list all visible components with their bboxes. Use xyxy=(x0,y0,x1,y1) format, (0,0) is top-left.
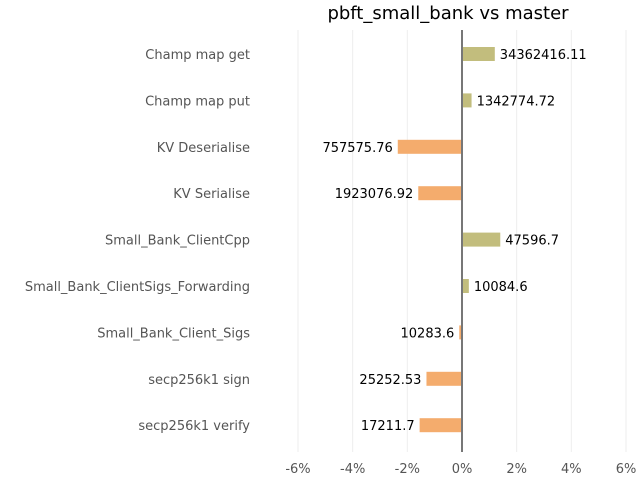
x-tick-label: -2% xyxy=(395,462,420,477)
bar xyxy=(462,279,469,293)
data-labels: 34362416.11 1342774.72 757575.76 1923076.92… xyxy=(322,48,586,434)
x-tick-label: 2% xyxy=(506,462,527,477)
category-label: Champ map get xyxy=(145,48,250,63)
data-label: 17211.7 xyxy=(361,419,415,434)
category-label: secp256k1 sign xyxy=(148,373,250,388)
x-tick-label: 0% xyxy=(452,462,473,477)
data-label: 1923076.92 xyxy=(335,187,414,202)
grid-lines xyxy=(297,30,627,452)
data-label: 25252.53 xyxy=(359,373,421,388)
category-labels: Champ map get Champ map put KV Deserialise… xyxy=(25,48,250,434)
category-label: secp256k1 verify xyxy=(138,419,250,434)
bar xyxy=(426,371,462,386)
bars xyxy=(397,47,501,433)
data-label: 10084.6 xyxy=(474,280,528,295)
data-label: 34362416.11 xyxy=(500,48,587,63)
bar xyxy=(459,325,462,340)
category-label: Small_Bank_ClientSigs_Forwarding xyxy=(25,280,250,295)
data-label: 757575.76 xyxy=(322,141,392,156)
category-label: Small_Bank_ClientCpp xyxy=(105,234,250,249)
x-tick-label: -4% xyxy=(340,462,365,477)
bar xyxy=(419,418,462,433)
category-label: KV Deserialise xyxy=(157,141,250,156)
data-label: 10283.6 xyxy=(401,326,455,341)
chart-title: pbft_small_bank vs master xyxy=(327,3,569,24)
category-label: KV Serialise xyxy=(173,187,250,202)
x-tick-label: -6% xyxy=(285,462,310,477)
x-tick-labels: -6% -4% -2% 0% 2% 4% 6% xyxy=(285,462,636,477)
data-label: 47596.7 xyxy=(505,234,559,249)
bar xyxy=(418,186,462,201)
category-label: Small_Bank_Client_Sigs xyxy=(97,326,250,341)
x-tick-label: 4% xyxy=(561,462,582,477)
bar xyxy=(462,47,495,61)
x-tick-label: 6% xyxy=(616,462,637,477)
data-label: 1342774.72 xyxy=(477,94,556,109)
bar xyxy=(462,232,501,247)
bar xyxy=(397,139,462,154)
category-label: Champ map put xyxy=(145,94,250,109)
bar xyxy=(462,93,472,108)
